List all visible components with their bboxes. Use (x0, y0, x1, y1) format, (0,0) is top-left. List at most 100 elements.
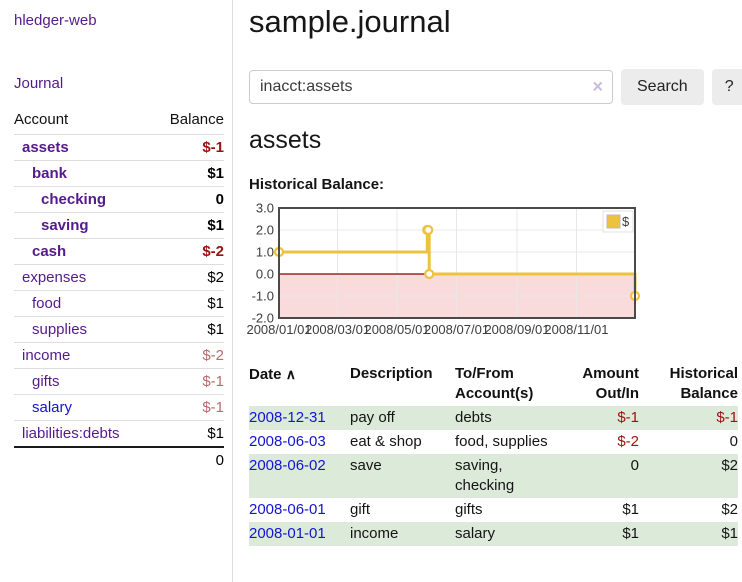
svg-text:2008/03/01: 2008/03/01 (305, 322, 370, 337)
account-page-title: assets (249, 126, 322, 154)
register-description-cell: eat & shop (350, 433, 422, 450)
register-accounts-cell: food, supplies (455, 433, 548, 450)
sidebar-account-link-saving[interactable]: saving (41, 217, 89, 234)
register-description-cell: income (350, 525, 399, 542)
sort-asc-icon: ∧ (285, 366, 296, 382)
balance-chart[interactable]: $3.0 2.0 1.0 0.0 -1.0 -2.0 2008/01/01 2008/03/0… (246, 200, 649, 340)
svg-text:2008/11/01: 2008/11/01 (544, 322, 608, 337)
sidebar-accounts-body: assets $-1 bank $1 checking 0 saving $1 cash $-2 e… (14, 134, 224, 447)
account-balance: $1 (152, 420, 224, 447)
search-box: × (249, 70, 613, 104)
register-date-cell: 2008-12-31 (249, 406, 346, 430)
register-description-cell: gift (350, 501, 371, 518)
svg-text:1.0: 1.0 (256, 245, 274, 260)
search-button[interactable]: Search (621, 69, 704, 105)
sidebar-account-link-assets[interactable]: assets (22, 139, 69, 156)
register-description-cell: save (350, 457, 382, 474)
register-row: 2008-06-02 save saving, checking 0 $2 (249, 454, 738, 498)
sidebar-account-row: liabilities:debts $1 (14, 420, 224, 447)
account-name-cell: supplies (14, 316, 153, 343)
account-name-cell: cash (14, 238, 153, 265)
account-name-cell: expenses (14, 264, 153, 291)
account-name-cell: assets (14, 134, 153, 161)
register-row: 2008-12-31 pay off debts $-1 $-1 (249, 406, 738, 430)
sidebar-account-link-supplies[interactable]: supplies (32, 321, 88, 338)
svg-text:2008/09/01: 2008/09/01 (484, 322, 549, 337)
svg-text:2008/07/01: 2008/07/01 (424, 322, 489, 337)
account-name-cell: salary (14, 394, 153, 421)
sidebar-account-link-checking[interactable]: checking (41, 191, 107, 208)
svg-text:2008/01/01: 2008/01/01 (246, 322, 311, 337)
sidebar-account-row: income $-2 (14, 342, 224, 369)
accounts-col-balance: Balance (169, 111, 224, 128)
register-accounts-cell: debts (455, 409, 492, 426)
help-button[interactable]: ? (711, 69, 742, 105)
search-form: × Search ? (249, 69, 742, 105)
sidebar-account-row: cash $-2 (14, 238, 224, 265)
account-name-cell: bank (14, 160, 153, 187)
brand-link[interactable]: hledger-web (14, 12, 97, 29)
account-balance: $1 (152, 212, 224, 239)
register-col-date[interactable]: Date ∧ (249, 362, 346, 406)
sidebar-account-row: salary $-1 (14, 394, 224, 421)
register-date-link[interactable]: 2008-06-03 (249, 433, 326, 450)
account-balance: $2 (152, 264, 224, 291)
register-col-amount: Amount Out/In (582, 365, 639, 402)
main-content: sample.journal × Search ? assets Histori… (233, 0, 742, 582)
sidebar-account-link-expenses[interactable]: expenses (22, 269, 87, 286)
search-input[interactable] (249, 70, 613, 104)
account-balance: $-1 (152, 394, 224, 421)
svg-text:-1.0: -1.0 (252, 289, 274, 304)
register-balance-cell: 0 (729, 433, 738, 450)
register-date-link[interactable]: 2008-06-01 (249, 501, 326, 518)
register-col-date-label: Date (249, 366, 282, 383)
sidebar-account-link-liabilities-debts[interactable]: liabilities:debts (22, 425, 120, 442)
account-name-cell: gifts (14, 368, 153, 395)
account-name-cell: income (14, 342, 153, 369)
register-col-accounts: To/From Account(s) (455, 365, 534, 402)
register-date-cell: 2008-06-01 (249, 498, 346, 522)
accounts-total-spacer (14, 446, 153, 473)
account-balance: $-2 (152, 238, 224, 265)
clear-search-icon[interactable]: × (592, 76, 603, 97)
sidebar-account-row: food $1 (14, 290, 224, 317)
register-body: 2008-12-31 pay off debts $-1 $-1 2008-06-03 ea… (249, 406, 738, 546)
account-name-cell: liabilities:debts (14, 420, 153, 447)
accounts-total-row: 0 (14, 446, 224, 473)
sidebar-account-link-cash[interactable]: cash (32, 243, 67, 260)
sidebar-account-row: bank $1 (14, 160, 224, 187)
register-row: 2008-01-01 income salary $1 $1 (249, 522, 738, 546)
register-date-cell: 2008-06-03 (249, 430, 346, 454)
sidebar-account-link-gifts[interactable]: gifts (32, 373, 60, 390)
register-date-link[interactable]: 2008-01-01 (249, 525, 326, 542)
account-balance: $-2 (152, 342, 224, 369)
register-col-description: Description (350, 365, 433, 382)
register-accounts-cell: gifts (455, 501, 483, 518)
sidebar-account-row: supplies $1 (14, 316, 224, 343)
register-balance-cell: $-1 (716, 409, 738, 426)
register-table: Date ∧ Description To/From Account(s) Am… (249, 362, 738, 546)
accounts-header-row: Account Balance (14, 106, 224, 135)
sidebar-account-link-bank[interactable]: bank (32, 165, 68, 182)
account-balance: $1 (152, 160, 224, 187)
register-date-link[interactable]: 2008-06-02 (249, 457, 326, 474)
register-date-link[interactable]: 2008-12-31 (249, 409, 326, 426)
register-row: 2008-06-01 gift gifts $1 $2 (249, 498, 738, 522)
register-balance-cell: $2 (721, 501, 738, 518)
sidebar-account-link-income[interactable]: income (22, 347, 71, 364)
sidebar-account-row: checking 0 (14, 186, 224, 213)
register-col-balance: Historical Balance (669, 365, 738, 402)
account-name-cell: saving (14, 212, 153, 239)
register-amount-cell: $1 (622, 501, 639, 518)
register-header-row: Date ∧ Description To/From Account(s) Am… (249, 362, 738, 406)
accounts-col-account: Account (14, 111, 69, 128)
account-balance: $1 (152, 316, 224, 343)
sidebar-item-journal[interactable]: Journal (14, 75, 64, 92)
register-balance-cell: $2 (721, 457, 738, 474)
register-balance-cell: $1 (721, 525, 738, 542)
sidebar-account-link-food[interactable]: food (32, 295, 62, 312)
sidebar-account-link-salary[interactable]: salary (32, 399, 73, 416)
sidebar-account-row: gifts $-1 (14, 368, 224, 395)
register-date-cell: 2008-01-01 (249, 522, 346, 546)
